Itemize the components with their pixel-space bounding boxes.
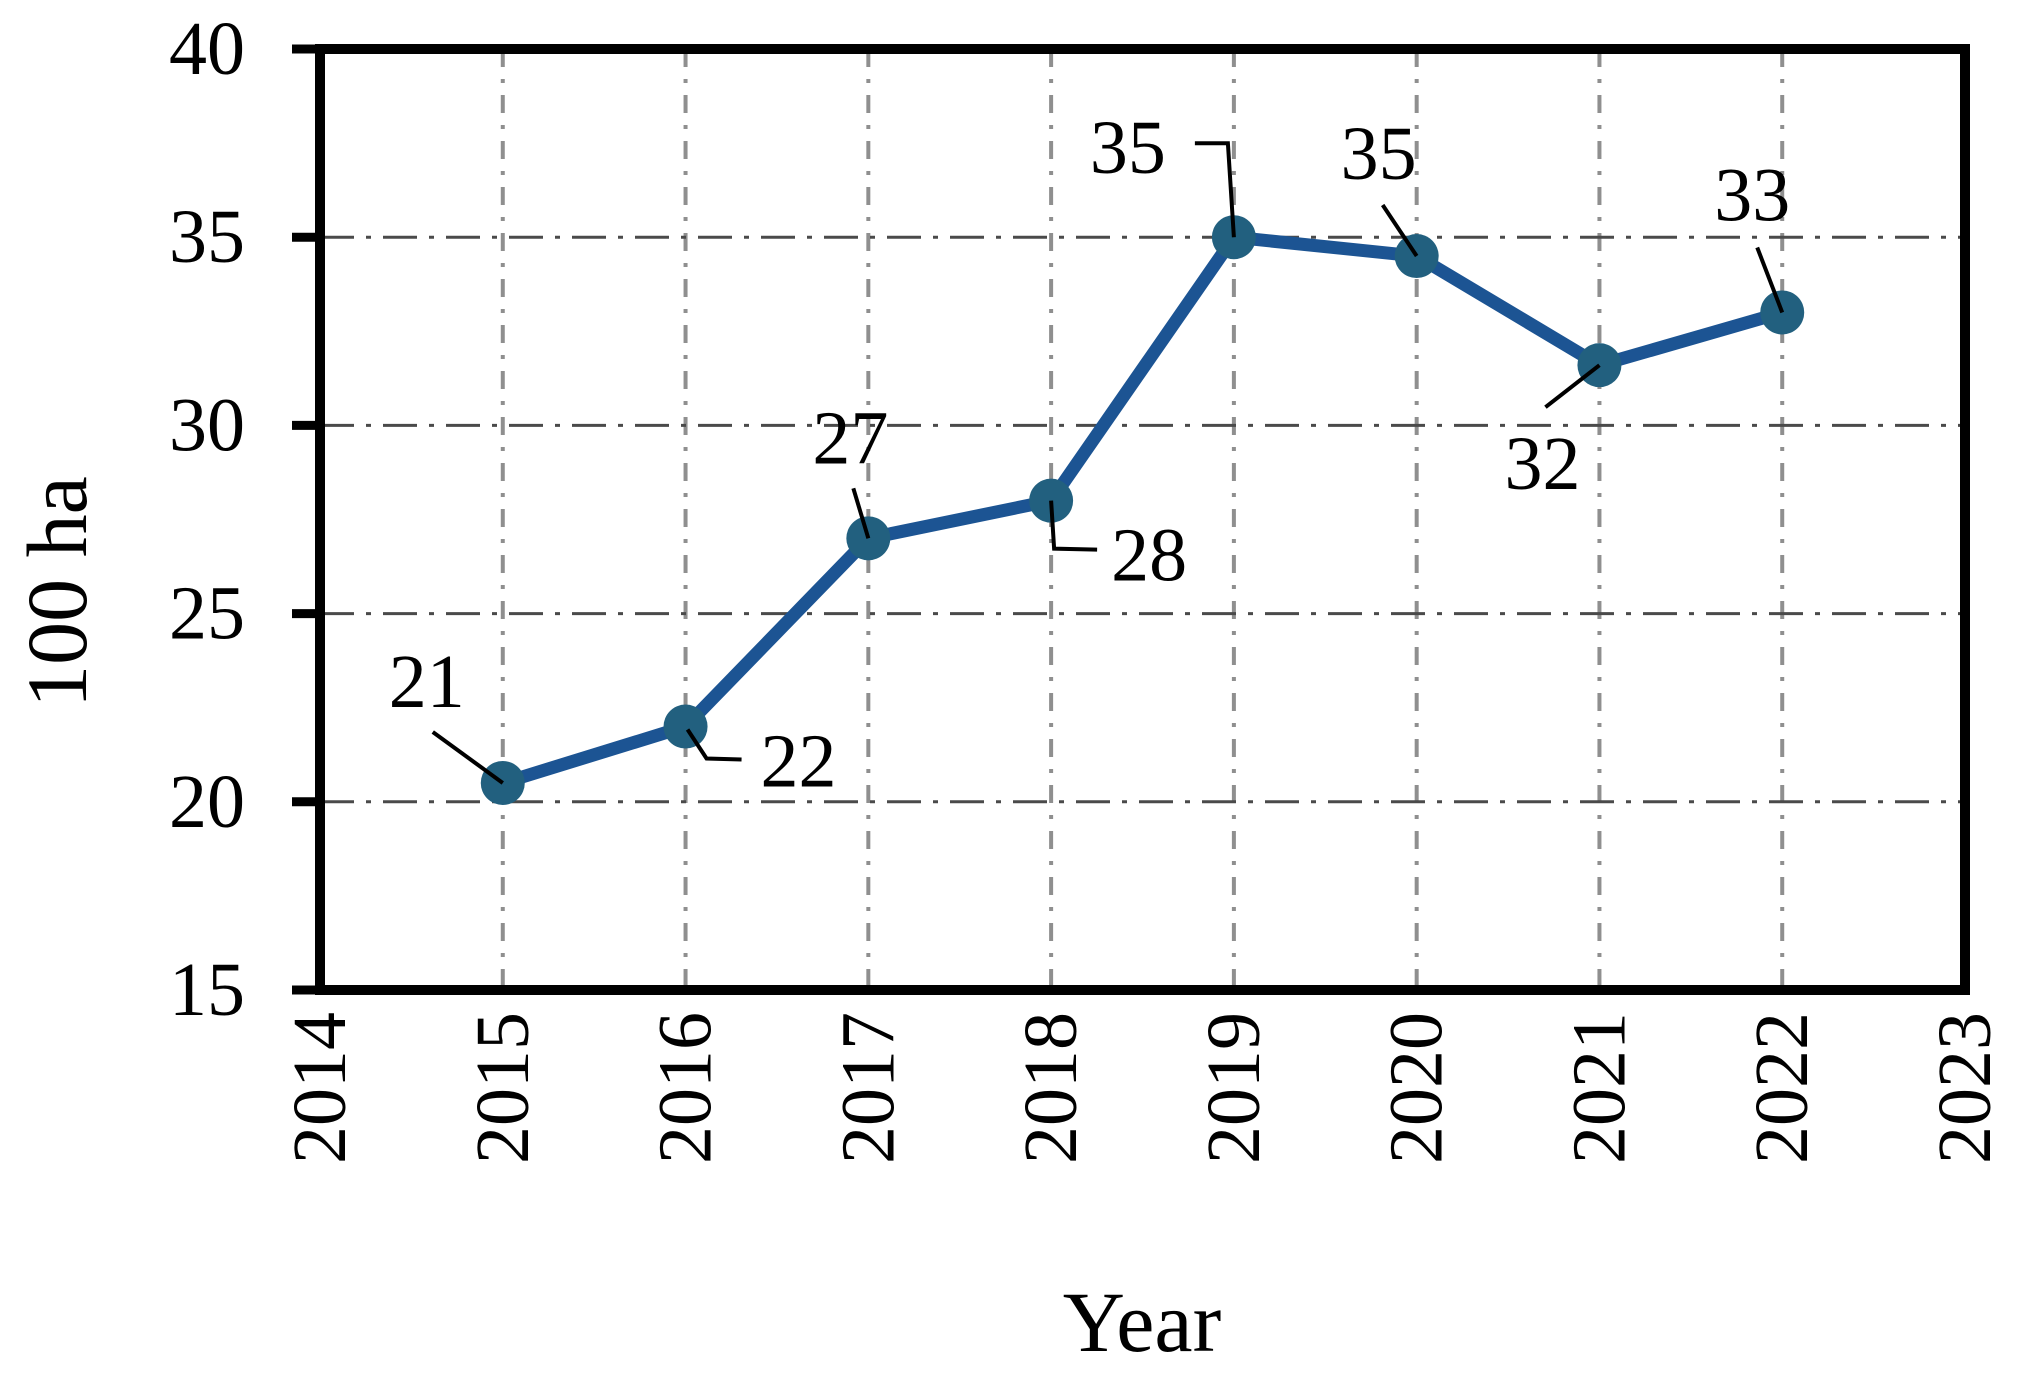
x-tick-label: 2014 [278,1012,362,1164]
label-leader-line [1544,363,1601,409]
y-axis-title: 100 ha [9,476,105,708]
x-tick-label: 2020 [1375,1012,1459,1164]
frame-layer [315,44,1970,995]
label-leader-line [1194,141,1236,238]
data-point-label: 21 [389,640,465,724]
data-point-label: 35 [1090,106,1166,190]
x-tick-label: 2022 [1740,1012,1824,1164]
x-tick-label: 2021 [1557,1012,1641,1164]
data-point-label: 27 [812,396,888,480]
annotation-layer: 21 22 27 28 35 35 32 33 [389,106,1790,803]
data-point-label: 28 [1111,514,1187,598]
label-leader-line [1049,500,1098,552]
y-tick-label: 30 [169,383,245,467]
data-point-label: 22 [761,720,837,804]
series-layer [480,215,1805,805]
y-tick-label: 20 [169,760,245,844]
x-tick-label: 2023 [1923,1012,2007,1164]
data-point-marker [663,704,708,749]
plot-frame [315,44,1970,995]
label-leader-line [1755,246,1785,314]
data-point-label: 33 [1714,153,1790,237]
y-tick-label: 25 [169,572,245,656]
x-tick-label: 2018 [1009,1012,1093,1164]
y-tick-label: 35 [169,195,245,279]
x-tick-label: 2015 [461,1012,545,1164]
x-tick-label: 2016 [644,1012,728,1164]
label-leader-line [1381,203,1419,258]
x-tick-label: 2019 [1192,1012,1276,1164]
label-leader-line [431,730,504,785]
label-leader-line [851,487,871,539]
y-tick-label: 40 [169,7,245,91]
x-axis-title: Year [1063,1274,1221,1370]
y-tick-label: 15 [169,948,245,1032]
data-line [500,230,1785,790]
label-leader-line [685,728,742,762]
x-tick-label: 2017 [826,1012,910,1164]
data-point-label: 32 [1504,422,1580,506]
data-point-label: 35 [1341,112,1417,196]
data-point-marker [1211,215,1256,260]
